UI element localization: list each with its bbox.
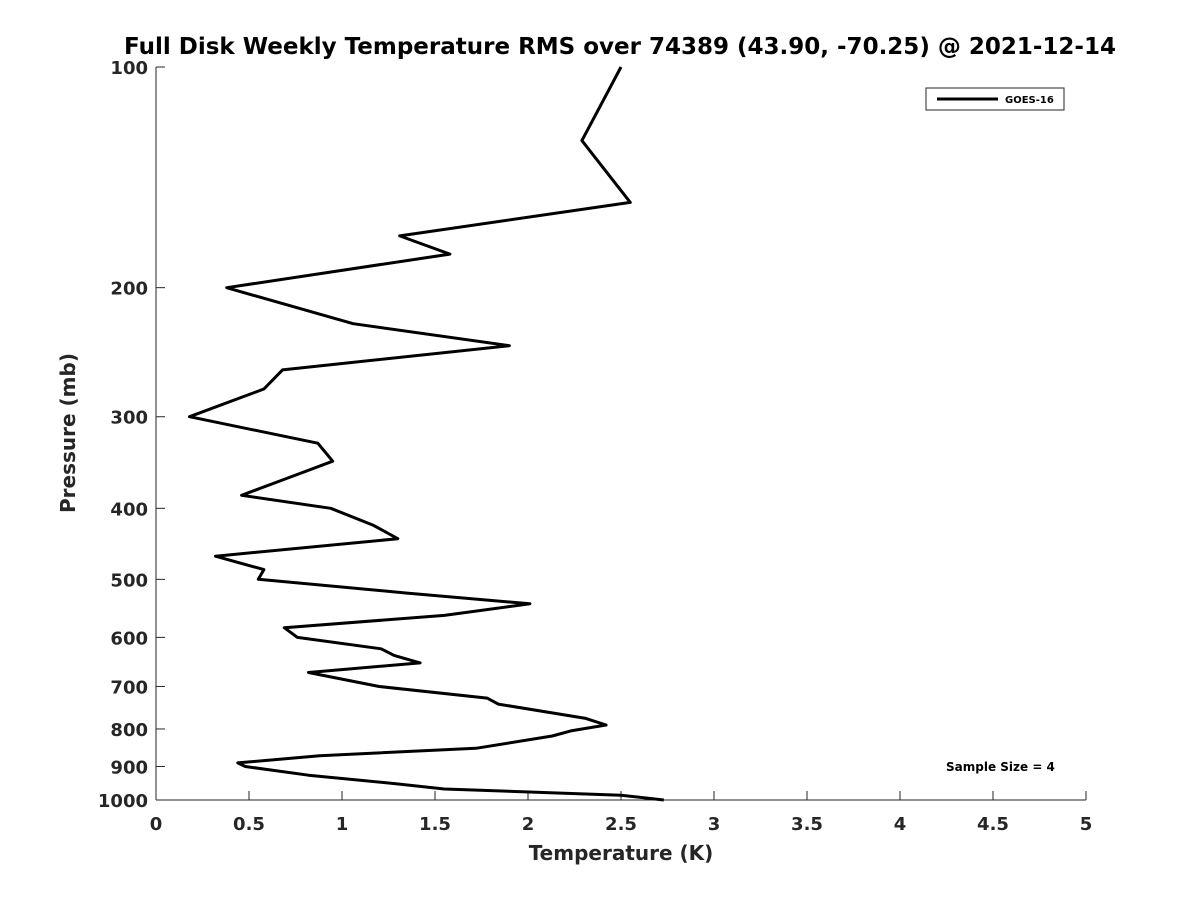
y-tick-label: 800	[110, 720, 148, 741]
y-axis-label: Pressure (mb)	[56, 353, 80, 513]
legend-label-goes-16: GOES-16	[1005, 95, 1054, 106]
y-tick-label: 100	[110, 58, 148, 79]
series-line-goes-16	[188, 66, 664, 802]
x-tick-label: 4.5	[977, 814, 1009, 835]
plot-area	[156, 67, 1086, 800]
x-ticks: 0 0.5 1 1.5 2 2.5 3 3.5 4 4.5 5	[150, 791, 1093, 835]
x-tick-label: 2.5	[605, 814, 637, 835]
x-tick-label: 2	[522, 814, 535, 835]
y-tick-label: 500	[110, 570, 148, 591]
y-tick-label: 1000	[98, 791, 148, 812]
y-tick-label: 700	[110, 677, 148, 698]
y-tick-label: 200	[110, 279, 148, 300]
y-tick-label: 600	[110, 628, 148, 649]
sample-size-annotation: Sample Size = 4	[946, 760, 1055, 774]
x-tick-label: 3	[708, 814, 721, 835]
x-tick-label: 1.5	[419, 814, 451, 835]
y-tick-label: 400	[110, 499, 148, 520]
x-tick-label: 3.5	[791, 814, 823, 835]
chart-title: Full Disk Weekly Temperature RMS over 74…	[124, 34, 1116, 60]
y-tick-label: 900	[110, 757, 148, 778]
x-tick-label: 4	[894, 814, 907, 835]
x-tick-label: 5	[1080, 814, 1093, 835]
x-tick-label: 0.5	[233, 814, 265, 835]
y-tick-label: 300	[110, 408, 148, 429]
legend: GOES-16	[925, 87, 1065, 111]
y-ticks: 100 200 300 400 500 600 700 800 900 1000	[98, 58, 165, 812]
x-tick-label: 1	[336, 814, 349, 835]
x-axis-label: Temperature (K)	[529, 841, 714, 865]
x-tick-label: 0	[150, 814, 163, 835]
